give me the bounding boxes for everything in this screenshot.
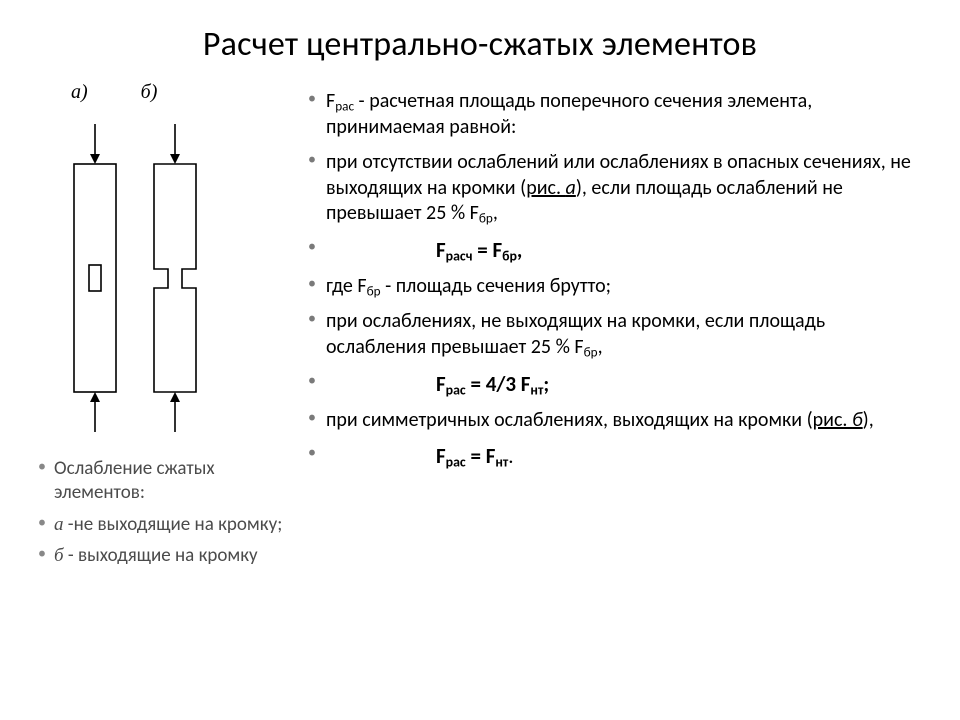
b1-sub: рас (335, 97, 354, 114)
f1-end: , (517, 237, 522, 263)
b3-b: - площадь сечения брутто; (381, 274, 611, 298)
caption-line-1: Ослабление сжатых элементов: (36, 457, 296, 505)
bullet-1: Fрас - расчетная площадь поперечного сеч… (304, 89, 926, 140)
f1-rsub: бр (502, 247, 517, 264)
label-b: б) (141, 81, 158, 104)
b2-link-letter: а (566, 176, 576, 200)
f3-end: . (508, 443, 513, 469)
label-a: а) (71, 81, 88, 104)
f1-F: F (436, 237, 446, 263)
b2-c: , (493, 201, 498, 225)
f3-mid: = F (466, 443, 496, 469)
b5-link-word: рис. (813, 408, 852, 432)
b2-link: рис. а (526, 176, 576, 200)
f3-lsub: рас (446, 454, 466, 471)
bullet-5: при симметричных ослаблениях, выходящих … (304, 408, 926, 434)
f2-rsub: нт (530, 381, 543, 398)
b5-link: рис. б (813, 408, 863, 432)
caption-line-2: а -не выходящие на кромку; (36, 513, 296, 537)
bullet-4: при ослаблениях, не выходящих на кромки,… (304, 309, 926, 360)
diagram (34, 106, 296, 443)
b4-a: при ослаблениях, не выходящих на кромки,… (326, 309, 825, 359)
main-bullet-list: Fрас - расчетная площадь поперечного сеч… (304, 89, 926, 470)
caption-a-letter: а (54, 514, 64, 535)
left-column: а) б) (34, 71, 296, 576)
bullet-2: при отсутствии ослаблений или ослабления… (304, 150, 926, 227)
b5-link-letter: б (852, 408, 863, 432)
b1-F: F (326, 89, 335, 113)
slide-title: Расчет центрально-сжатых элементов (0, 0, 960, 65)
b5-b: ), (863, 408, 874, 432)
bullet-formula-3: Fрас = Fнт. (304, 443, 926, 470)
formula-3: Fрас = Fнт. (326, 443, 926, 470)
b4-b: , (598, 335, 603, 359)
caption-b-text: - выходящие на кромку (64, 544, 258, 567)
f3-F: F (436, 443, 446, 469)
diagram-svg (34, 106, 244, 438)
f2-mid: = 4/3 F (466, 371, 531, 397)
f2-lsub: рас (446, 381, 466, 398)
b4-sub: бр (584, 343, 598, 360)
caption-line-3: б - выходящие на кромку (36, 544, 296, 568)
caption-a-text: -не выходящие на кромку; (64, 513, 283, 536)
b5-a: при симметричных ослаблениях, выходящих … (326, 408, 813, 432)
b2-sub: бр (479, 210, 493, 227)
formula-1: Fрасч = Fбр, (326, 237, 926, 264)
bullet-formula-2: Fрас = 4/3 Fнт; (304, 371, 926, 398)
formula-2: Fрас = 4/3 Fнт; (326, 371, 926, 398)
f2-F: F (436, 371, 446, 397)
figure-labels: а) б) (34, 81, 296, 104)
bullet-formula-1: Fрасч = Fбр, (304, 237, 926, 264)
f1-mid: = F (473, 237, 503, 263)
b3-a: где F (326, 274, 367, 298)
f3-rsub: нт (495, 454, 508, 471)
content-columns: а) б) (0, 65, 960, 576)
b1-rest: - расчетная площадь поперечного сечения … (326, 89, 812, 139)
b2-link-word: рис. (526, 176, 565, 200)
left-caption-list: Ослабление сжатых элементов: а -не выход… (34, 457, 296, 568)
f1-lsub: расч (446, 247, 473, 264)
bullet-3: где Fбр - площадь сечения брутто; (304, 274, 926, 300)
b3-sub: бр (367, 282, 381, 299)
right-column: Fрас - расчетная площадь поперечного сеч… (296, 71, 926, 480)
caption-b-letter: б (54, 545, 64, 566)
f2-end: ; (543, 371, 549, 397)
